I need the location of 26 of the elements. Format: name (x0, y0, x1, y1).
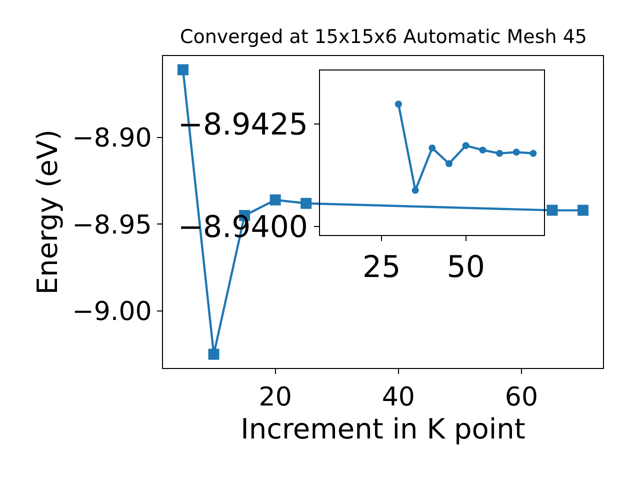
chart-title: Converged at 15x15x6 Automatic Mesh 45 (180, 26, 588, 48)
point (479, 146, 486, 154)
point (394, 100, 402, 108)
x-tick-label: 20 (258, 382, 292, 412)
x-tick-label: 50 (446, 250, 485, 285)
x-tick-label: 25 (362, 250, 401, 285)
point (270, 194, 281, 206)
x-tick-label: 60 (504, 382, 538, 412)
y-tick-label: −8.90 (72, 124, 152, 154)
y-tick-label: −9.00 (72, 297, 152, 328)
x-tick-label: 40 (382, 382, 415, 412)
point (412, 186, 419, 194)
x-axis-title: Increment in K point (240, 412, 526, 446)
point (546, 204, 558, 216)
point (496, 150, 504, 157)
y-tick-label: −8.95 (72, 210, 152, 240)
point (300, 198, 312, 209)
point (512, 148, 520, 156)
y-axis-title: Energy (eV) (30, 129, 64, 295)
point (530, 150, 537, 157)
point (446, 160, 453, 168)
point (462, 142, 470, 150)
point (578, 204, 589, 216)
point (208, 348, 220, 360)
point (428, 144, 436, 152)
point (178, 64, 189, 76)
